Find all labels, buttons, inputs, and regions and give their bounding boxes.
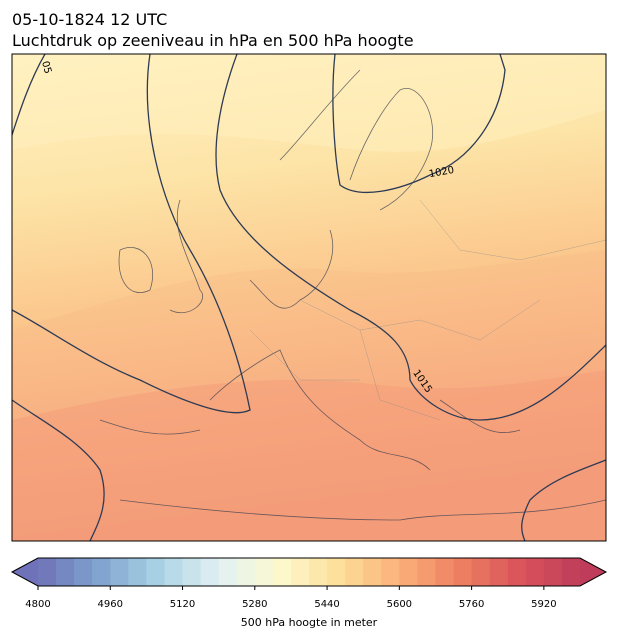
colorbar-segment [435,558,455,586]
colorbar-segment [290,558,310,586]
colorbar-segment [453,558,473,586]
colorbar-tick-label: 5120 [170,599,195,610]
colorbar-tick-label: 4800 [25,599,50,610]
colorbar: 4800 4960 5120 5280 5440 5600 5760 5920 [10,557,608,610]
colorbar-segment [345,558,364,586]
colorbar-tick-label: 5760 [459,599,484,610]
colorbar-segment [507,558,527,586]
map-frame [11,53,607,542]
title: 05-10-1824 12 UTC [12,10,167,29]
colorbar-segment [128,558,147,586]
colorbar-segment [363,558,382,586]
colorbar-segment [38,558,57,586]
colorbar-segment [182,558,202,586]
contour-label: 1020 [428,165,455,180]
map: 05 1020 1015 [12,54,606,541]
colorbar-segment [164,558,184,586]
colorbar-segment [110,558,129,586]
colorbar-segment [543,558,563,586]
band [12,250,606,541]
colorbar-segment [399,558,418,586]
colorbar-segment [417,558,436,586]
colorbar-extend-low [12,558,38,586]
contour-label: 05 [39,60,53,75]
colorbar-segment [92,558,111,586]
colorbar-segment [489,558,509,586]
colorbar-segment [309,558,328,586]
colorbar-label: 500 hPa hoogte in meter [241,616,378,629]
isobar [215,54,606,421]
isobar [332,54,506,193]
colorbar-segment [236,558,256,586]
band [12,54,606,152]
isobar [12,54,46,136]
colorbar-tick-label: 5600 [387,599,412,610]
colorbar-tick-label: 4960 [98,599,123,610]
colorbar-segment [272,558,292,586]
colorbar-segment [471,558,491,586]
isobar [521,459,606,541]
colorbar-tick-label: 5920 [531,599,556,610]
colorbar-tick-label: 5280 [242,599,267,610]
isobar [12,54,251,414]
colorbar-segment [254,558,274,586]
colorbar-tick-label: 5440 [314,599,339,610]
colorbar-segment [56,558,75,586]
colorbar-extend-high [580,558,606,586]
colorbar-segment [74,558,93,586]
colorbar-segment [146,558,165,586]
colorbar-segment [525,558,545,586]
colorbar-segment [561,558,581,586]
colorbar-segment [381,558,400,586]
colorbar-segment [218,558,238,586]
colorbar-segment [200,558,220,586]
isobar [12,399,105,541]
subtitle: Luchtdruk op zeeniveau in hPa en 500 hPa… [12,31,414,50]
band [12,370,606,541]
colorbar-segment [327,558,346,586]
